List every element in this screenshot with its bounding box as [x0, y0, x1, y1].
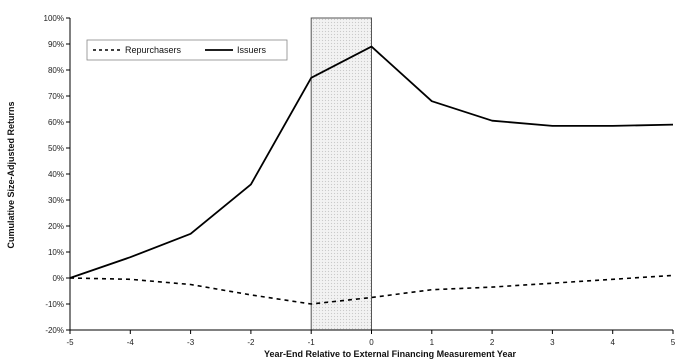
x-tick-label: 3 — [550, 338, 555, 347]
y-tick-label: -20% — [45, 326, 64, 335]
x-ticks: -5 -4 -3 -2 -1 0 1 2 3 4 5 — [66, 330, 676, 347]
y-tick-label: 30% — [48, 196, 64, 205]
y-tick-label: 10% — [48, 248, 64, 257]
y-tick-label: -10% — [45, 300, 64, 309]
x-tick-label: 2 — [490, 338, 495, 347]
x-tick-label: 4 — [610, 338, 615, 347]
y-tick-label: 40% — [48, 170, 64, 179]
x-tick-label: 5 — [671, 338, 676, 347]
x-tick-label: -3 — [187, 338, 195, 347]
y-tick-label: 20% — [48, 222, 64, 231]
x-tick-label: -5 — [66, 338, 74, 347]
x-axis-title: Year-End Relative to External Financing … — [264, 349, 516, 359]
y-tick-label: 70% — [48, 92, 64, 101]
legend-box — [86, 39, 288, 61]
x-tick-label: 0 — [369, 338, 374, 347]
highlight-region — [310, 17, 373, 331]
x-tick-label: -1 — [308, 338, 316, 347]
y-tick-label: 60% — [48, 118, 64, 127]
legend-label-repurchasers: Repurchasers — [125, 45, 182, 55]
legend: Repurchasers Issuers — [86, 39, 288, 61]
y-tick-label: 50% — [48, 144, 64, 153]
y-tick-label: 90% — [48, 40, 64, 49]
series-line-issuers — [69, 45, 674, 279]
series-lines — [69, 45, 674, 305]
y-tick-label: 0% — [52, 274, 64, 283]
y-ticks: -20% -10% 0% 10% 20% 30% 40% 50% 60% 70% 80% 90% 100… — [44, 14, 70, 335]
y-axis-title: Cumulative Size-Adjusted Returns — [6, 101, 16, 248]
legend-label-issuers: Issuers — [237, 45, 267, 55]
y-tick-label: 80% — [48, 66, 64, 75]
x-tick-label: -4 — [127, 338, 135, 347]
series-line-repurchasers — [69, 274, 674, 305]
x-tick-label: 1 — [430, 338, 435, 347]
y-tick-label: 100% — [44, 14, 64, 23]
x-tick-label: -2 — [247, 338, 255, 347]
